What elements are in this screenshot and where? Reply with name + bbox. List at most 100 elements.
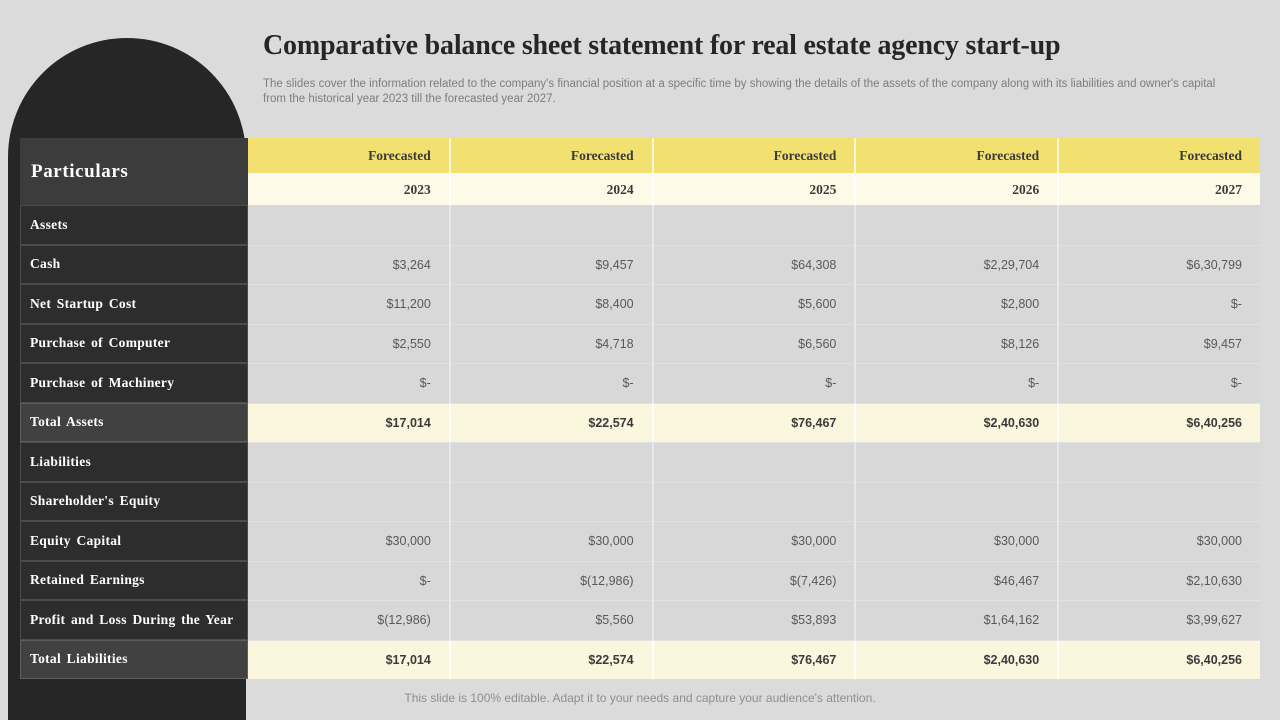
cell-value: $2,29,704: [854, 244, 1058, 284]
table-header: Particulars Forecasted Forecasted Forecast…: [20, 138, 1260, 205]
row-label: Equity Capital: [20, 521, 248, 561]
year-label: 2025: [651, 175, 855, 205]
cell-value: $30,000: [651, 521, 855, 561]
particulars-header: Particulars: [20, 138, 248, 205]
cell-value: $8,126: [854, 323, 1058, 363]
forecasted-header-row: Forecasted Forecasted Forecasted Forecasted…: [248, 138, 1260, 173]
cell-value: $2,40,630: [854, 402, 1058, 442]
cell-value: $22,574: [448, 639, 652, 679]
table-body: Assets Cash $3,264 $9,457 $64,308 $2,29,704 $6…: [20, 205, 1260, 679]
forecasted-label: Forecasted: [448, 138, 652, 173]
forecasted-label: Forecasted: [651, 138, 855, 173]
cell-value: $-: [651, 363, 855, 403]
row-label: Profit and Loss During the Year: [20, 600, 248, 640]
cell-value: $5,560: [448, 600, 652, 640]
table-row: Equity Capital $30,000 $30,000 $30,000 $30,0…: [20, 521, 1260, 561]
forecasted-label: Forecasted: [248, 138, 449, 173]
table-row: Total Assets $17,014 $22,574 $76,467 $2,40,6…: [20, 402, 1260, 442]
slide-subtitle: The slides cover the information related…: [263, 78, 1216, 106]
cell-value: $-: [1057, 363, 1260, 403]
cell-value: $6,40,256: [1057, 402, 1260, 442]
cell-value: $17,014: [248, 639, 449, 679]
cell-value: $(12,986): [448, 560, 652, 600]
cell-value: $8,400: [448, 284, 652, 324]
row-label: Total Liabilities: [20, 639, 248, 679]
cell-value: $22,574: [448, 402, 652, 442]
cell-value: [1057, 205, 1260, 245]
table-row: Net Startup Cost $11,200 $8,400 $5,600 $2,80…: [20, 284, 1260, 324]
cell-value: $4,718: [448, 323, 652, 363]
cell-value: [854, 205, 1058, 245]
cell-value: $1,64,162: [854, 600, 1058, 640]
header-columns: Forecasted Forecasted Forecasted Forecasted…: [248, 138, 1260, 205]
row-label: Purchase of Machinery: [20, 363, 248, 403]
cell-value: $-: [1057, 284, 1260, 324]
table-row: Liabilities: [20, 442, 1260, 482]
cell-value: [248, 481, 449, 521]
cell-value: $11,200: [248, 284, 449, 324]
cell-value: $6,30,799: [1057, 244, 1260, 284]
cell-value: $46,467: [854, 560, 1058, 600]
cell-value: [448, 442, 652, 482]
row-label: Assets: [20, 205, 248, 245]
cell-value: $-: [448, 363, 652, 403]
cell-value: [1057, 481, 1260, 521]
table-row: Purchase of Computer $2,550 $4,718 $6,560 $8…: [20, 323, 1260, 363]
forecasted-label: Forecasted: [854, 138, 1058, 173]
year-label: 2026: [854, 175, 1058, 205]
row-label: Net Startup Cost: [20, 284, 248, 324]
forecasted-label: Forecasted: [1057, 138, 1260, 173]
cell-value: $(12,986): [248, 600, 449, 640]
cell-value: $3,99,627: [1057, 600, 1260, 640]
slide-title: Comparative balance sheet statement for …: [263, 30, 1061, 61]
cell-value: [248, 442, 449, 482]
table-row: Shareholder's Equity: [20, 481, 1260, 521]
cell-value: $5,600: [651, 284, 855, 324]
year-label: 2023: [248, 175, 449, 205]
cell-value: $-: [248, 560, 449, 600]
cell-value: $30,000: [854, 521, 1058, 561]
cell-value: $2,40,630: [854, 639, 1058, 679]
cell-value: [651, 205, 855, 245]
table-row: Assets: [20, 205, 1260, 245]
cell-value: [248, 205, 449, 245]
cell-value: $30,000: [1057, 521, 1260, 561]
footer-note: This slide is 100% editable. Adapt it to…: [404, 691, 876, 705]
cell-value: [651, 481, 855, 521]
cell-value: [651, 442, 855, 482]
cell-value: [854, 481, 1058, 521]
cell-value: $64,308: [651, 244, 855, 284]
cell-value: $9,457: [448, 244, 652, 284]
cell-value: [854, 442, 1058, 482]
row-label: Cash: [20, 244, 248, 284]
cell-value: $6,560: [651, 323, 855, 363]
table-row: Cash $3,264 $9,457 $64,308 $2,29,704 $6,30,79…: [20, 244, 1260, 284]
table-row: Profit and Loss During the Year $(12,986)…: [20, 600, 1260, 640]
cell-value: $17,014: [248, 402, 449, 442]
cell-value: $2,10,630: [1057, 560, 1260, 600]
cell-value: $3,264: [248, 244, 449, 284]
cell-value: [448, 205, 652, 245]
cell-value: $6,40,256: [1057, 639, 1260, 679]
row-label: Purchase of Computer: [20, 323, 248, 363]
cell-value: $76,467: [651, 639, 855, 679]
cell-value: $(7,426): [651, 560, 855, 600]
cell-value: [1057, 442, 1260, 482]
cell-value: $-: [854, 363, 1058, 403]
cell-value: $76,467: [651, 402, 855, 442]
balance-sheet-table: Particulars Forecasted Forecasted Forecast…: [20, 138, 1260, 679]
table-row: Purchase of Machinery $- $- $- $- $-: [20, 363, 1260, 403]
cell-value: $53,893: [651, 600, 855, 640]
row-label: Retained Earnings: [20, 560, 248, 600]
cell-value: $2,550: [248, 323, 449, 363]
row-label: Liabilities: [20, 442, 248, 482]
cell-value: $30,000: [448, 521, 652, 561]
row-label: Total Assets: [20, 402, 248, 442]
table-row: Retained Earnings $- $(12,986) $(7,426) $46,…: [20, 560, 1260, 600]
cell-value: $-: [248, 363, 449, 403]
table-row: Total Liabilities $17,014 $22,574 $76,467 $2…: [20, 639, 1260, 679]
cell-value: $30,000: [248, 521, 449, 561]
year-header-row: 2023 2024 2025 2026 2027: [248, 173, 1260, 205]
cell-value: $9,457: [1057, 323, 1260, 363]
